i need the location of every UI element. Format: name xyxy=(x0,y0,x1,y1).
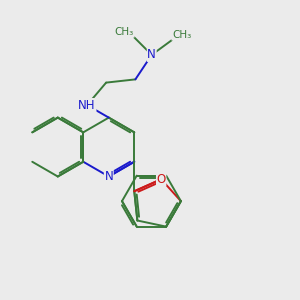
Text: N: N xyxy=(147,48,156,62)
Text: N: N xyxy=(104,170,113,183)
Text: NH: NH xyxy=(78,99,96,112)
Text: O: O xyxy=(157,173,166,186)
Text: CH₃: CH₃ xyxy=(172,30,191,40)
Text: CH₃: CH₃ xyxy=(115,27,134,37)
